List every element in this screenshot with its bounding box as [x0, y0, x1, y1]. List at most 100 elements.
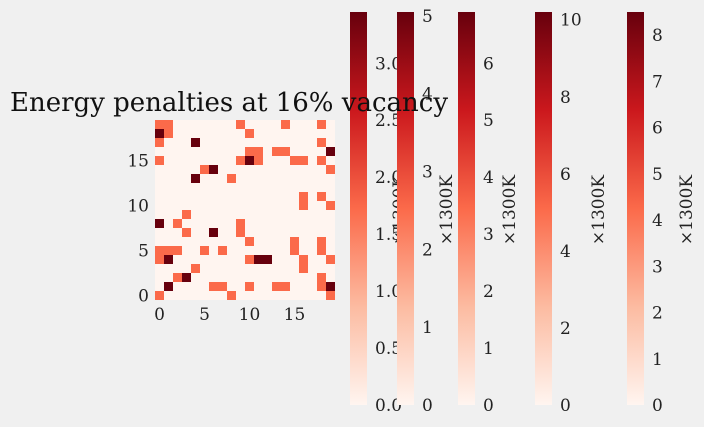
- heatmap-cell: [254, 210, 263, 219]
- heatmap-cell: [317, 174, 326, 183]
- heatmap-cell: [245, 291, 254, 300]
- chart-title: Energy penalties at 16% vacancy: [10, 88, 448, 118]
- x-axis-ticks: 0 5 10 15: [154, 305, 305, 325]
- heatmap-cell: [209, 165, 218, 174]
- heatmap-cell: [299, 228, 308, 237]
- heatmap-cell: [218, 138, 227, 147]
- heatmap-cell: [182, 210, 191, 219]
- x-tick-label: 15: [284, 305, 306, 325]
- heatmap-cell: [308, 192, 317, 201]
- heatmap-cell: [155, 201, 164, 210]
- heatmap-cell: [308, 165, 317, 174]
- colorbars: 0.00.51.01.52.02.53.0×1300K012345×1300K0…: [350, 7, 697, 416]
- colorbar-tick-label: 2: [422, 240, 433, 260]
- heatmap-cell: [164, 192, 173, 201]
- heatmap-cell: [191, 183, 200, 192]
- heatmap-cell: [272, 273, 281, 282]
- colorbar: 0 1 2 3 4 5 6 ×1300K: [458, 12, 520, 416]
- heatmap-cell: [308, 219, 317, 228]
- heatmap-cell: [164, 138, 173, 147]
- heatmap: [155, 120, 335, 300]
- heatmap-cell: [245, 246, 254, 255]
- heatmap-cell: [182, 165, 191, 174]
- heatmap-cell: [263, 147, 272, 156]
- colorbar-tick-label: 0.5: [375, 339, 402, 359]
- heatmap-cell: [227, 282, 236, 291]
- colorbar-tick-label: 2: [483, 282, 494, 302]
- heatmap-cell: [317, 165, 326, 174]
- heatmap-cell: [308, 255, 317, 264]
- heatmap-cell: [263, 183, 272, 192]
- heatmap-cell: [254, 192, 263, 201]
- heatmap-cell: [254, 138, 263, 147]
- heatmap-cell: [290, 282, 299, 291]
- heatmap-cell: [182, 291, 191, 300]
- heatmap-cell: [164, 120, 173, 129]
- heatmap-cell: [155, 129, 164, 138]
- colorbar-tick-label: 0: [422, 396, 433, 416]
- heatmap-cell: [218, 165, 227, 174]
- heatmap-cell: [227, 192, 236, 201]
- heatmap-cell: [155, 165, 164, 174]
- heatmap-cell: [299, 291, 308, 300]
- heatmap-cell: [317, 255, 326, 264]
- heatmap-cell: [272, 264, 281, 273]
- heatmap-cell: [218, 219, 227, 228]
- heatmap-cell: [218, 273, 227, 282]
- heatmap-cell: [155, 273, 164, 282]
- heatmap-cell: [191, 156, 200, 165]
- heatmap-cell: [200, 192, 209, 201]
- heatmap-cell: [317, 210, 326, 219]
- heatmap-cell: [245, 264, 254, 273]
- heatmap-cell: [263, 129, 272, 138]
- heatmap-cell: [164, 210, 173, 219]
- heatmap-cell: [236, 273, 245, 282]
- heatmap-cell: [155, 237, 164, 246]
- heatmap-cell: [326, 156, 335, 165]
- colorbar-tick-label: 0: [560, 396, 571, 416]
- heatmap-cell: [236, 219, 245, 228]
- heatmap-cell: [317, 246, 326, 255]
- heatmap-cell: [182, 237, 191, 246]
- heatmap-cell: [272, 165, 281, 174]
- heatmap-cell: [200, 219, 209, 228]
- colorbar-tick-label: 2: [560, 319, 571, 339]
- heatmap-cell: [155, 147, 164, 156]
- colorbar-gradient: [535, 12, 552, 405]
- heatmap-cell: [308, 138, 317, 147]
- heatmap-cell: [254, 165, 263, 174]
- heatmap-cell: [164, 183, 173, 192]
- heatmap-cell: [290, 291, 299, 300]
- heatmap-cell: [173, 192, 182, 201]
- heatmap-cell: [299, 156, 308, 165]
- heatmap-cell: [200, 264, 209, 273]
- heatmap-cell: [326, 129, 335, 138]
- heatmap-cell: [191, 219, 200, 228]
- heatmap-cell: [326, 210, 335, 219]
- heatmap-cell: [272, 120, 281, 129]
- colorbar: 0 2 4 6 8 10 ×1300K: [535, 11, 609, 416]
- heatmap-cell: [173, 165, 182, 174]
- heatmap-cell: [245, 120, 254, 129]
- colorbar-tick-label: 7: [652, 72, 663, 92]
- heatmap-cell: [281, 165, 290, 174]
- heatmap-cell: [299, 246, 308, 255]
- heatmap-cell: [281, 210, 290, 219]
- heatmap-cell: [173, 138, 182, 147]
- heatmap-cell: [299, 237, 308, 246]
- heatmap-cell: [173, 273, 182, 282]
- heatmap-cell: [263, 282, 272, 291]
- heatmap-cell: [326, 219, 335, 228]
- heatmap-cell: [272, 183, 281, 192]
- heatmap-cell: [182, 120, 191, 129]
- heatmap-cell: [254, 120, 263, 129]
- heatmap-cell: [200, 165, 209, 174]
- heatmap-cell: [272, 291, 281, 300]
- heatmap-cell: [191, 129, 200, 138]
- heatmap-cell: [173, 255, 182, 264]
- heatmap-cell: [155, 174, 164, 183]
- colorbar-tick-label: 5: [422, 7, 433, 27]
- heatmap-cell: [290, 147, 299, 156]
- heatmap-cell: [173, 264, 182, 273]
- heatmap-cell: [326, 282, 335, 291]
